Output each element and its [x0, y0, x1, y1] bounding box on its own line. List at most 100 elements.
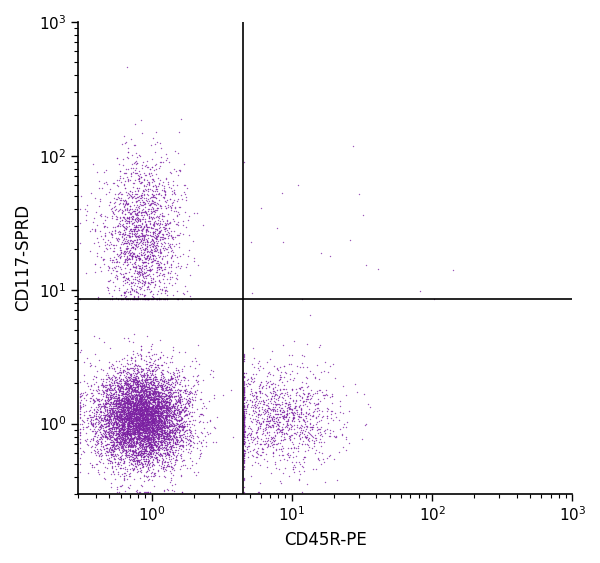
Point	[130, 398, 139, 407]
Point	[148, 181, 158, 190]
Point	[144, 466, 154, 475]
Point	[127, 412, 136, 421]
Point	[180, 374, 190, 383]
Point	[146, 255, 156, 264]
Point	[154, 259, 163, 268]
Point	[280, 432, 289, 441]
Point	[98, 458, 107, 467]
Point	[251, 392, 261, 401]
Point	[153, 397, 163, 406]
Point	[292, 362, 301, 371]
Point	[112, 418, 122, 427]
Point	[121, 445, 131, 454]
Point	[130, 376, 139, 385]
Point	[172, 415, 182, 424]
Point	[119, 403, 128, 412]
Point	[148, 386, 157, 395]
Point	[99, 414, 109, 423]
Point	[129, 417, 139, 426]
Point	[151, 445, 160, 454]
Point	[155, 405, 164, 414]
Point	[130, 222, 140, 231]
Point	[155, 429, 164, 438]
Point	[354, 190, 364, 199]
Point	[138, 401, 148, 410]
Point	[141, 439, 151, 448]
Point	[172, 440, 182, 449]
Point	[187, 400, 197, 409]
Point	[243, 452, 253, 461]
Point	[156, 464, 166, 473]
Point	[127, 212, 136, 221]
Point	[133, 225, 143, 234]
Point	[153, 418, 163, 427]
Point	[145, 425, 154, 434]
Point	[154, 417, 164, 426]
Point	[149, 256, 159, 265]
Point	[76, 454, 85, 463]
Point	[263, 441, 273, 450]
Point	[124, 445, 134, 454]
Point	[106, 433, 115, 442]
Point	[171, 399, 181, 408]
Point	[155, 138, 164, 148]
Point	[139, 436, 148, 445]
Point	[151, 410, 160, 419]
Point	[298, 487, 307, 496]
Point	[239, 352, 248, 361]
Point	[109, 418, 118, 427]
Point	[134, 448, 144, 457]
Point	[341, 433, 350, 442]
Point	[152, 409, 162, 418]
Point	[158, 419, 168, 428]
Point	[168, 431, 178, 440]
Point	[121, 441, 130, 450]
Point	[131, 440, 140, 449]
Point	[156, 378, 166, 387]
Point	[112, 427, 121, 436]
Point	[308, 408, 317, 417]
Point	[184, 445, 194, 454]
Point	[136, 441, 146, 450]
Point	[263, 395, 273, 404]
Point	[139, 409, 149, 418]
Point	[112, 440, 121, 449]
Point	[116, 270, 125, 279]
Point	[164, 431, 174, 440]
Point	[140, 410, 150, 419]
Point	[313, 398, 322, 407]
Point	[163, 227, 173, 236]
Point	[280, 395, 290, 404]
Point	[176, 408, 185, 417]
Point	[242, 379, 251, 388]
Point	[172, 408, 181, 417]
Point	[151, 200, 161, 209]
Point	[255, 422, 265, 431]
Point	[137, 437, 146, 446]
Point	[175, 385, 184, 394]
Point	[122, 363, 132, 372]
Point	[133, 405, 143, 414]
Point	[141, 221, 151, 230]
Point	[124, 421, 134, 430]
Point	[153, 401, 163, 410]
Point	[163, 404, 173, 413]
Point	[154, 195, 163, 204]
Point	[239, 411, 248, 420]
Point	[184, 231, 194, 240]
Point	[143, 278, 153, 287]
Point	[312, 403, 322, 412]
Point	[118, 376, 128, 385]
Point	[140, 435, 150, 444]
Point	[123, 274, 133, 283]
Point	[156, 396, 166, 405]
Point	[294, 402, 304, 411]
Point	[193, 372, 202, 381]
Point	[239, 439, 248, 448]
Point	[142, 251, 152, 260]
Point	[164, 437, 173, 446]
Point	[152, 423, 162, 432]
Point	[131, 252, 141, 261]
Point	[162, 410, 172, 419]
Point	[107, 427, 117, 436]
